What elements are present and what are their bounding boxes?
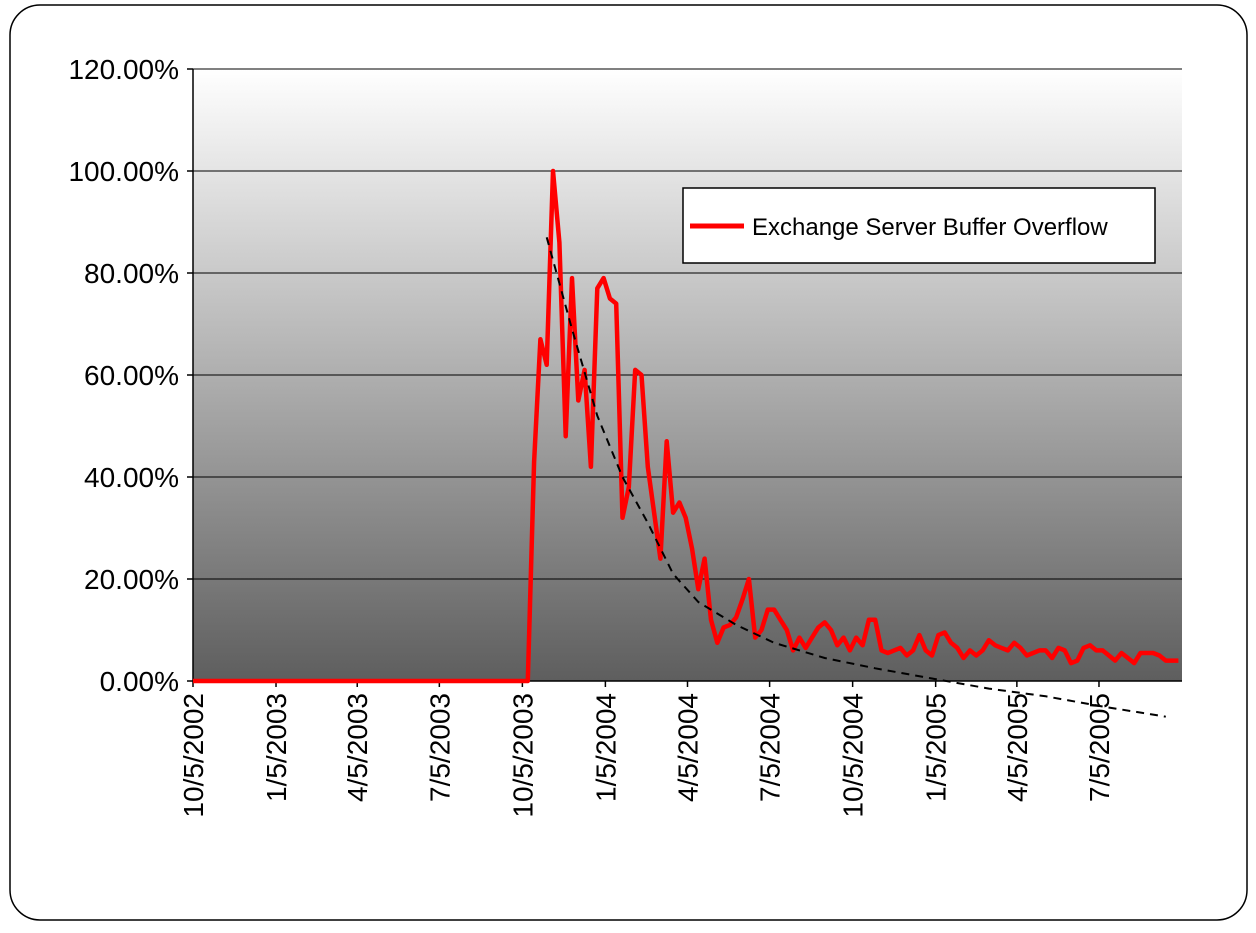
- x-tick-label: 4/5/2005: [1002, 693, 1033, 802]
- y-tick-label: 40.00%: [84, 462, 179, 493]
- x-tick-label: 7/5/2005: [1084, 693, 1115, 802]
- x-tick-label: 1/5/2004: [590, 693, 621, 802]
- y-tick-label: 20.00%: [84, 564, 179, 595]
- y-tick-label: 0.00%: [100, 666, 179, 697]
- legend-box: [682, 187, 1156, 264]
- x-tick-label: 4/5/2003: [342, 693, 373, 802]
- legend: Exchange Server Buffer Overflow: [682, 187, 1156, 264]
- trend-line: [545, 237, 1166, 718]
- data-line: [193, 168, 1179, 684]
- x-tick-label: 1/5/2005: [921, 693, 952, 802]
- y-tick-label: 80.00%: [84, 258, 179, 289]
- legend-label: Exchange Server Buffer Overflow: [752, 214, 1108, 241]
- x-tick-label: 7/5/2004: [755, 693, 786, 802]
- x-tick-label: 10/5/2003: [507, 693, 538, 818]
- x-tick-label: 10/5/2004: [838, 693, 869, 818]
- x-tick-label: 1/5/2003: [261, 693, 292, 802]
- y-tick-label: 100.00%: [68, 156, 179, 187]
- x-tick-label: 4/5/2004: [673, 693, 704, 802]
- y-tick-label: 60.00%: [84, 360, 179, 391]
- x-tick-label: 10/5/2002: [178, 693, 209, 818]
- y-tick-label: 120.00%: [68, 54, 179, 85]
- x-tick-label: 7/5/2003: [424, 693, 455, 802]
